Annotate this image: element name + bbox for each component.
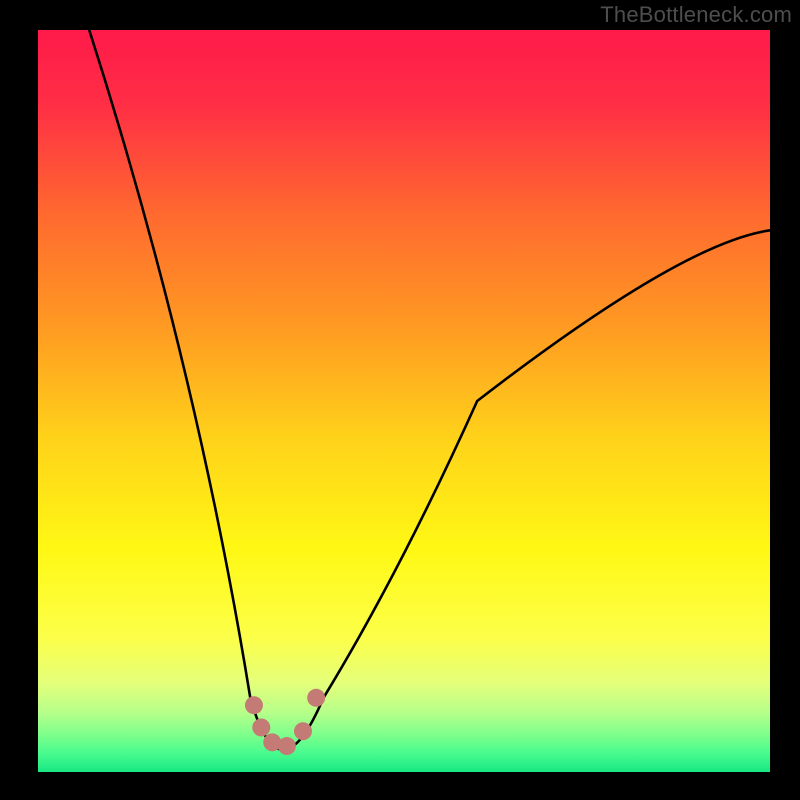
marker-point [294, 722, 312, 740]
bottleneck-chart [0, 0, 800, 800]
plot-background [38, 30, 770, 772]
marker-point [245, 696, 263, 714]
chart-container: TheBottleneck.com [0, 0, 800, 800]
marker-point [307, 689, 325, 707]
marker-point [278, 737, 296, 755]
marker-point [252, 718, 270, 736]
